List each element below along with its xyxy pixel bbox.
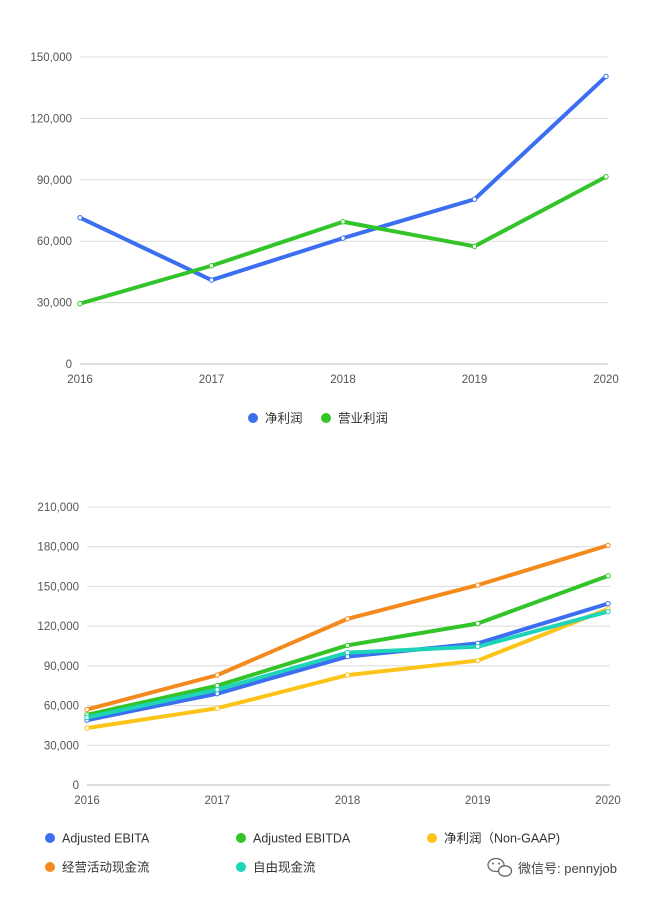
data-point (214, 672, 220, 678)
data-point (208, 263, 215, 269)
data-point (603, 73, 609, 80)
x-tick-label: 2017 (204, 795, 230, 807)
y-tick-label: 60,000 (37, 236, 72, 248)
y-tick-label: 90,000 (37, 175, 72, 187)
y-tick-label: 0 (73, 780, 79, 792)
legend-marker (427, 833, 437, 843)
y-tick-label: 90,000 (44, 661, 79, 673)
data-point (340, 235, 346, 241)
data-point (605, 542, 611, 549)
data-point (84, 714, 90, 721)
watermark: 微信号: pennyjob (487, 857, 617, 877)
legend-marker (45, 862, 55, 872)
data-point (605, 600, 611, 607)
legend-label: 净利润 (265, 412, 303, 426)
legend-marker (236, 862, 246, 872)
data-point (214, 705, 220, 711)
x-tick-label: 2019 (465, 795, 491, 807)
x-tick-label: 2020 (593, 374, 619, 386)
legend-marker (45, 833, 55, 843)
data-point (344, 649, 351, 656)
data-point (475, 582, 481, 588)
chart-cash-flow: 0 30,000 60,000 90,000 120,000 150,000 180,000… (37, 502, 620, 875)
y-tick-label: 60,000 (44, 701, 79, 713)
legend-label: 营业利润 (338, 412, 388, 426)
data-point (84, 725, 90, 731)
data-point (77, 214, 83, 221)
legend-label: Adjusted EBITDA (253, 832, 351, 846)
data-point (208, 277, 215, 283)
series-line (78, 74, 608, 283)
data-point (605, 573, 611, 579)
x-tick-label: 2016 (67, 374, 93, 386)
x-tick-label: 2018 (330, 374, 356, 386)
data-point (344, 642, 351, 649)
data-point (475, 620, 481, 627)
data-point (605, 608, 611, 615)
legend-marker (248, 413, 258, 423)
data-point (344, 616, 351, 622)
x-tick-label: 2017 (199, 374, 225, 386)
legend-marker (321, 413, 331, 423)
y-tick-label: 30,000 (44, 740, 79, 752)
y-tick-label: 150,000 (37, 581, 79, 593)
y-tick-label: 210,000 (37, 502, 79, 514)
x-tick-label: 2019 (462, 374, 488, 386)
data-point (77, 300, 83, 307)
watermark-text: 微信号: pennyjob (518, 861, 617, 876)
legend-label: Adjusted EBITA (62, 832, 150, 846)
data-point (214, 686, 220, 693)
data-point (603, 174, 609, 180)
y-tick-label: 150,000 (30, 52, 72, 64)
y-tick-label: 30,000 (37, 298, 72, 310)
legend-label: 自由现金流 (253, 860, 316, 875)
y-tick-label: 0 (66, 359, 72, 371)
x-tick-label: 2020 (595, 795, 621, 807)
legend-label: 净利润（Non-GAAP) (444, 832, 560, 846)
chart-net-profit: 0 30,000 60,000 90,000 120,000 150,000 2016 201… (30, 52, 618, 426)
data-point (84, 706, 90, 713)
legend-label: 经营活动现金流 (62, 860, 150, 875)
data-point (475, 643, 481, 650)
data-point (340, 219, 346, 225)
y-tick-label: 120,000 (37, 621, 79, 633)
data-point (475, 657, 481, 664)
data-point (471, 196, 478, 202)
data-point (344, 672, 351, 678)
y-tick-label: 120,000 (30, 113, 72, 125)
x-tick-label: 2018 (335, 795, 361, 807)
x-tick-label: 2016 (74, 795, 100, 807)
wechat-icon (487, 857, 513, 877)
y-tick-label: 180,000 (37, 542, 79, 554)
data-point (471, 243, 478, 250)
legend-marker (236, 833, 246, 843)
